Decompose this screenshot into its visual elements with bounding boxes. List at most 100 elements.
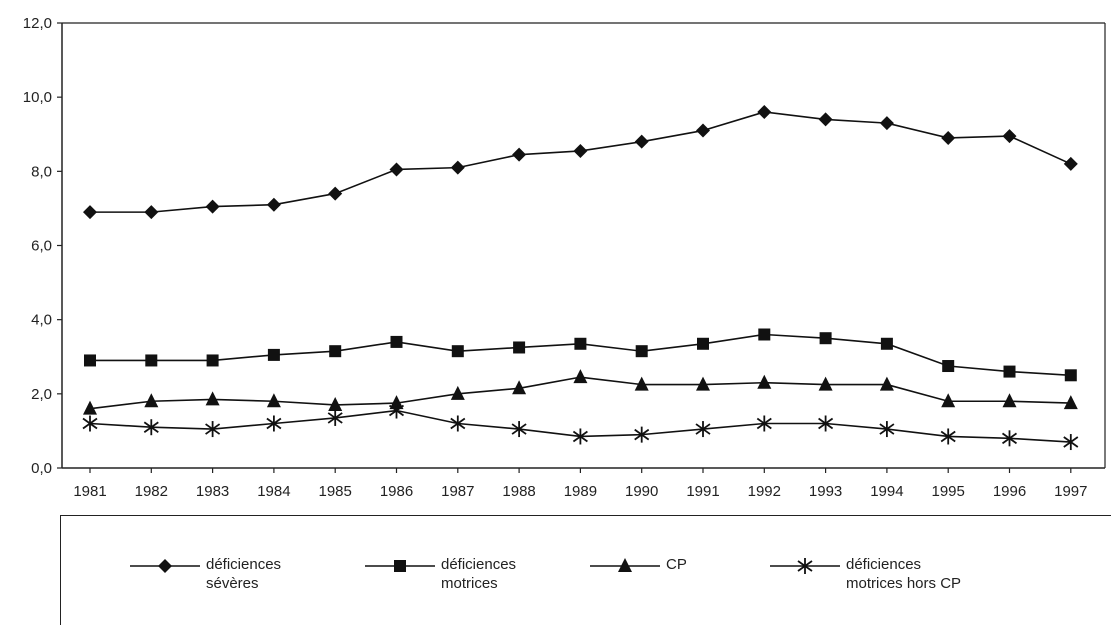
legend-item-deficiences-severes: déficiences sévères bbox=[130, 555, 356, 593]
data-point-diamond bbox=[389, 162, 404, 177]
series-triangle bbox=[83, 369, 1078, 415]
y-tick-label: 0,0 bbox=[31, 460, 52, 477]
data-point-triangle bbox=[757, 374, 772, 389]
series-diamond bbox=[83, 105, 1078, 220]
x-tick-label: 1982 bbox=[135, 483, 168, 500]
legend-box bbox=[60, 515, 1111, 625]
data-point-square bbox=[758, 328, 771, 341]
legend-label: déficiences motrices bbox=[441, 556, 517, 592]
series-asterisk bbox=[82, 402, 1079, 451]
series-layer bbox=[82, 105, 1079, 451]
data-point-asterisk bbox=[1001, 430, 1018, 447]
data-point-asterisk bbox=[511, 421, 527, 438]
data-point-asterisk bbox=[327, 409, 343, 426]
legend-item-cp: CP bbox=[590, 555, 816, 577]
y-tick-label: 6,0 bbox=[31, 238, 52, 255]
square-marker-icon bbox=[365, 560, 435, 572]
data-point-square bbox=[635, 345, 648, 358]
data-point-square bbox=[145, 354, 158, 367]
y-tick-label: 4,0 bbox=[31, 312, 52, 329]
x-tick-label: 1997 bbox=[1054, 483, 1087, 500]
asterisk-marker-icon bbox=[770, 558, 840, 574]
y-tick-label: 2,0 bbox=[31, 386, 52, 403]
y-tick-label: 12,0 bbox=[23, 15, 52, 32]
x-tick-label: 1993 bbox=[809, 483, 842, 500]
data-point-triangle bbox=[389, 395, 404, 410]
x-tick-label: 1994 bbox=[870, 483, 903, 500]
x-tick-label: 1989 bbox=[564, 483, 597, 500]
data-point-asterisk bbox=[940, 428, 956, 445]
x-tick-label: 1992 bbox=[748, 483, 781, 500]
data-point-diamond bbox=[696, 123, 710, 138]
series-line bbox=[90, 111, 1072, 213]
data-point-asterisk bbox=[695, 421, 711, 438]
data-point-triangle bbox=[879, 376, 894, 391]
legend-label: CP bbox=[666, 556, 687, 573]
data-point-square bbox=[942, 360, 955, 373]
legend-label: déficiences motrices hors CP bbox=[846, 556, 962, 592]
x-tick-label: 1986 bbox=[380, 483, 413, 500]
triangle-marker-icon bbox=[590, 558, 660, 572]
data-point-square bbox=[513, 341, 526, 354]
data-point-triangle bbox=[205, 391, 220, 406]
data-point-square bbox=[267, 348, 280, 361]
legend-label: déficiences sévères bbox=[206, 556, 282, 592]
x-tick-label: 1985 bbox=[319, 483, 352, 500]
data-point-diamond bbox=[879, 116, 894, 131]
x-tick-label: 1996 bbox=[993, 483, 1026, 500]
data-point-diamond bbox=[266, 197, 281, 212]
data-point-diamond bbox=[818, 112, 833, 127]
data-point-diamond bbox=[634, 134, 649, 149]
y-tick-label: 10,0 bbox=[23, 89, 52, 106]
data-point-asterisk bbox=[879, 421, 895, 438]
data-point-triangle bbox=[144, 393, 159, 408]
x-tick-label: 1995 bbox=[932, 483, 965, 500]
data-point-diamond bbox=[328, 186, 343, 201]
data-point-square bbox=[206, 354, 219, 367]
x-tick-label: 1983 bbox=[196, 483, 229, 500]
data-point-square bbox=[880, 337, 893, 350]
axes: 0,0 2,0 4,0 6,0 8,0 10,0 12,0 1981 1982 1983 1984 1… bbox=[23, 15, 1106, 500]
data-point-asterisk bbox=[266, 415, 282, 432]
data-point-diamond bbox=[450, 160, 465, 175]
data-point-triangle bbox=[83, 400, 97, 415]
data-point-triangle bbox=[1002, 393, 1017, 408]
data-point-asterisk bbox=[450, 415, 466, 432]
data-point-diamond bbox=[757, 105, 772, 119]
data-point-triangle bbox=[941, 393, 956, 408]
legend-item-deficiences-motrices: déficiences motrices bbox=[365, 555, 591, 593]
x-tick-label: 1988 bbox=[502, 483, 535, 500]
data-point-diamond bbox=[941, 130, 956, 145]
data-point-asterisk bbox=[756, 415, 772, 432]
data-point-diamond bbox=[1063, 156, 1078, 171]
data-point-asterisk bbox=[818, 415, 834, 432]
data-point-square bbox=[574, 337, 587, 350]
data-point-square bbox=[84, 354, 96, 367]
data-point-triangle bbox=[1063, 395, 1078, 410]
data-point-square bbox=[1003, 365, 1016, 378]
y-tick-label: 8,0 bbox=[31, 163, 52, 180]
data-point-triangle bbox=[818, 376, 833, 391]
x-tick-label: 1990 bbox=[625, 483, 658, 500]
legend-item-deficiences-motrices-hors-cp: déficiences motrices hors CP bbox=[770, 555, 996, 593]
data-point-diamond bbox=[144, 205, 159, 220]
diamond-marker-icon bbox=[130, 559, 200, 573]
data-point-square bbox=[451, 345, 464, 358]
x-tick-label: 1981 bbox=[73, 483, 106, 500]
data-point-asterisk bbox=[143, 419, 159, 436]
x-tick-label: 1987 bbox=[441, 483, 474, 500]
data-point-diamond bbox=[512, 147, 527, 162]
data-point-square bbox=[697, 337, 709, 350]
data-point-asterisk bbox=[205, 421, 221, 438]
data-point-asterisk bbox=[1063, 434, 1079, 451]
x-tick-label: 1991 bbox=[686, 483, 719, 500]
data-point-triangle bbox=[512, 380, 527, 395]
series-square bbox=[84, 328, 1077, 382]
data-point-asterisk bbox=[634, 426, 650, 443]
data-point-square bbox=[390, 335, 403, 348]
x-tick-label: 1984 bbox=[257, 483, 290, 500]
data-point-triangle bbox=[266, 393, 281, 408]
data-point-asterisk bbox=[388, 402, 405, 419]
data-point-square bbox=[819, 332, 832, 345]
